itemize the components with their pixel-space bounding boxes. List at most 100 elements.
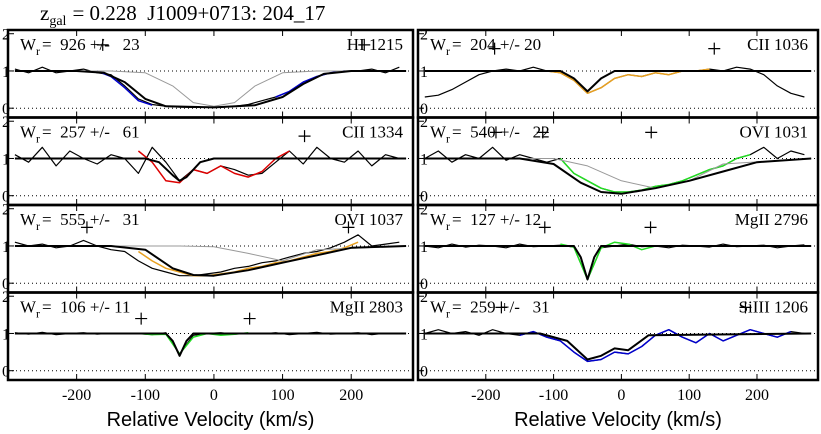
x-tick-label: 0 [210,387,218,404]
y-tick-label: 0 [2,189,10,206]
equivalent-width-label: Wr = 540 +/- 22 [430,123,550,146]
ion-label: MgII 2803 [330,298,403,317]
equivalent-width-label: Wr = 257 +/- 61 [20,123,140,146]
panel-frame [416,291,820,382]
label-main: W [20,123,37,142]
title-main: z [40,1,49,25]
y-tick-label: 2 [2,114,10,131]
ion-label: CII 1036 [747,35,808,54]
y-tick-label: 1 [2,326,10,343]
panel [8,38,413,109]
label-main: W [20,35,37,54]
label-rest: = 204 +/- 20 [452,35,541,54]
component [424,158,812,189]
label-rest: = 555 +/- 31 [42,210,140,229]
x-tick-label: 200 [745,387,769,404]
x-axis-label: Relative Velocity (km/s) [107,409,315,431]
model-fit [14,70,407,109]
model-fit [424,157,812,195]
equivalent-width-label: Wr = 926 +/- 23 [20,35,140,58]
label-main: W [430,210,447,229]
y-tick-label: 2 [420,27,428,44]
spectrum [14,331,400,355]
spectrum [424,146,805,193]
spectrum [424,243,805,281]
y-tick-label: 0 [420,276,428,293]
y-tick-label: 2 [2,289,10,306]
model-fit [14,245,407,277]
spectrum [14,234,400,277]
panel [8,312,413,372]
component-marker [342,221,355,234]
ion-label: MgII 2796 [735,210,808,229]
x-tick-label: -200 [62,387,91,404]
component-marker [489,126,502,139]
component-marker [243,312,256,325]
model-fit [424,332,812,361]
y-tick-label: 2 [420,114,428,131]
figure-title: zgal = 0.228 J1009+0713: 204_17 [40,1,325,29]
x-tick-label: -100 [539,387,568,404]
component-marker [536,126,549,139]
model-fit [424,70,812,93]
y-tick-label: 2 [2,202,10,219]
equivalent-width-label: Wr = 204 +/- 20 [430,35,541,58]
x-tick-label: 200 [339,387,363,404]
label-main: W [430,298,447,317]
fitted-region [546,68,710,95]
label-sub: r [446,307,450,321]
label-rest: = 926 +/- 23 [42,35,140,54]
model-fit [14,157,407,182]
component [14,70,407,107]
y-tick-label: 1 [2,151,10,168]
component-marker [488,42,501,55]
x-tick-label: -100 [131,387,160,404]
panel-frame [6,291,415,382]
label-sub: r [36,219,40,233]
model-fit [14,332,407,357]
panel [418,221,818,284]
fitted-region [137,150,290,184]
ion-label: OVI 1031 [740,123,808,142]
y-tick-label: 1 [420,239,428,256]
label-sub: r [446,132,450,146]
label-main: W [430,123,447,142]
label-rest: = 106 +/- 11 [42,298,130,317]
label-sub: r [446,219,450,233]
label-main: W [20,210,37,229]
y-tick-label: 0 [2,276,10,293]
x-tick-label: -200 [471,387,500,404]
panel [8,130,413,197]
component-marker [80,221,93,234]
y-tick-label: 2 [420,202,428,219]
model-fit [424,245,812,281]
x-axis-label: Relative Velocity (km/s) [514,409,722,431]
title-sub: gal [49,14,66,29]
component-marker [645,126,658,139]
fitted-region [137,241,359,277]
component-marker [739,301,752,314]
y-tick-label: 2 [420,289,428,306]
label-sub: r [446,44,450,58]
x-tick-label: 100 [677,387,701,404]
label-sub: r [36,132,40,146]
y-tick-label: 2 [2,27,10,44]
y-tick-label: 1 [2,239,10,256]
y-tick-label: 1 [420,326,428,343]
label-rest: = 257 +/- 61 [42,123,140,142]
panel [418,301,818,372]
title-rest: = 0.228 J1009+0713: 204_17 [72,1,325,25]
equivalent-width-label: Wr = 106 +/- 11 [20,298,130,321]
component-marker [358,38,371,51]
label-main: W [430,35,447,54]
y-tick-label: 1 [420,64,428,81]
equivalent-width-label: Wr = 555 +/- 31 [20,210,140,233]
component-marker [644,221,657,234]
y-tick-label: 0 [2,101,10,118]
component-marker [298,130,311,143]
label-rest: = 540 +/- 22 [452,123,550,142]
label-sub: r [36,44,40,58]
component-marker [538,221,551,234]
